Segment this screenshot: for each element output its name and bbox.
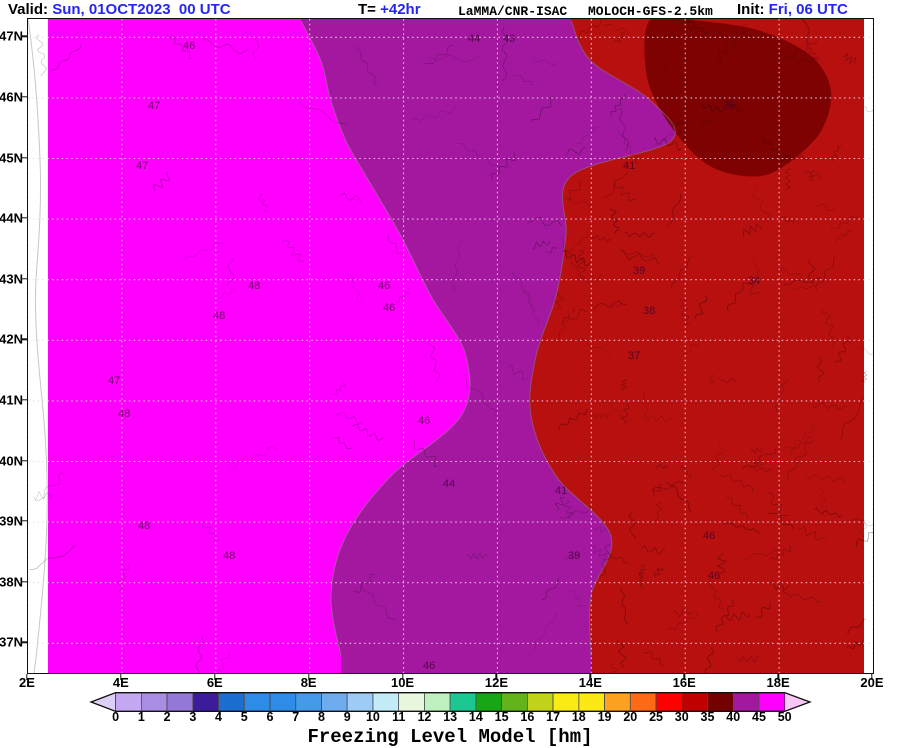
svg-text:35: 35 bbox=[723, 100, 735, 112]
svg-text:46: 46 bbox=[378, 280, 390, 292]
svg-text:34: 34 bbox=[748, 275, 760, 287]
svg-text:39: 39 bbox=[568, 550, 580, 562]
svg-text:46: 46 bbox=[418, 415, 430, 427]
svg-text:47: 47 bbox=[136, 160, 148, 172]
svg-text:43: 43 bbox=[503, 33, 515, 45]
svg-text:38: 38 bbox=[643, 305, 655, 317]
svg-text:46: 46 bbox=[423, 660, 435, 672]
svg-text:47: 47 bbox=[148, 100, 160, 112]
svg-text:46: 46 bbox=[383, 302, 395, 314]
svg-text:44: 44 bbox=[443, 478, 455, 490]
svg-text:37: 37 bbox=[628, 350, 640, 362]
svg-text:48: 48 bbox=[223, 550, 235, 562]
svg-text:41: 41 bbox=[555, 485, 567, 497]
svg-text:41: 41 bbox=[623, 160, 635, 172]
svg-text:46: 46 bbox=[708, 570, 720, 582]
svg-text:46: 46 bbox=[703, 530, 715, 542]
svg-text:44: 44 bbox=[468, 33, 480, 45]
svg-text:48: 48 bbox=[138, 520, 150, 532]
svg-text:48: 48 bbox=[213, 310, 225, 322]
svg-text:47: 47 bbox=[108, 375, 120, 387]
svg-text:48: 48 bbox=[248, 280, 260, 292]
svg-text:48: 48 bbox=[118, 408, 130, 420]
svg-text:46: 46 bbox=[183, 40, 195, 52]
svg-text:39: 39 bbox=[633, 265, 645, 277]
